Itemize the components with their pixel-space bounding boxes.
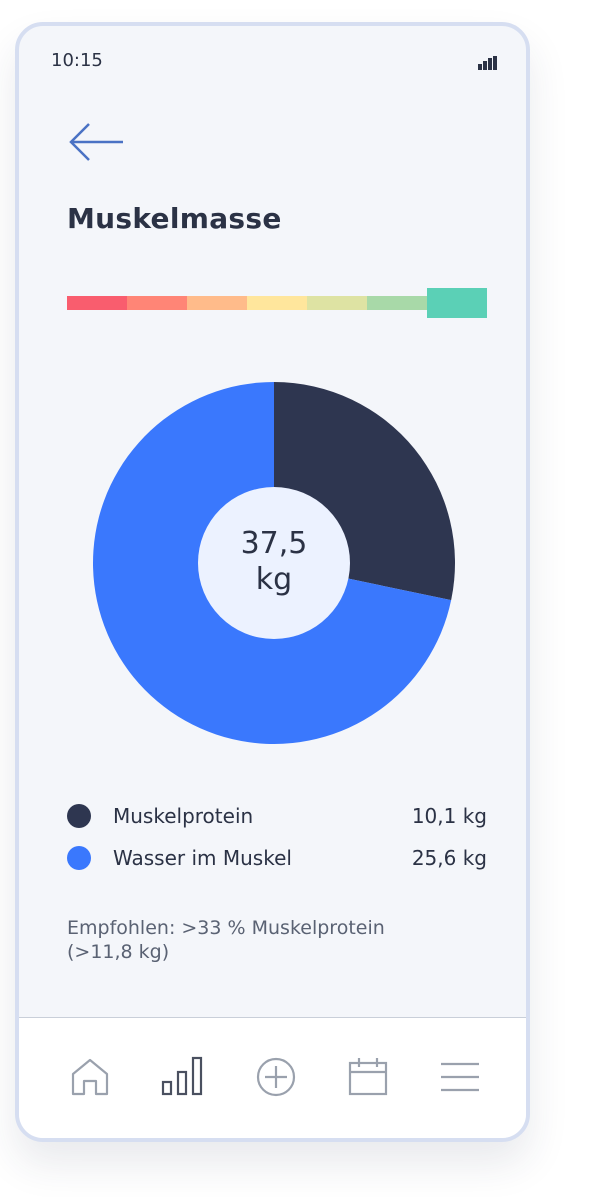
scale-segment-active xyxy=(427,288,487,318)
scale-segment xyxy=(187,296,247,310)
bar-chart-icon[interactable] xyxy=(159,1054,205,1100)
legend-value: 10,1 kg xyxy=(411,804,487,828)
legend-dot-water xyxy=(67,846,91,870)
scale-segment xyxy=(127,296,187,310)
home-icon[interactable] xyxy=(67,1054,113,1100)
plus-circle-icon[interactable] xyxy=(253,1054,299,1100)
legend-label: Muskelprotein xyxy=(113,804,254,828)
calendar-icon[interactable] xyxy=(345,1054,391,1100)
scale-segment xyxy=(307,296,367,310)
status-time: 10:15 xyxy=(51,50,103,71)
scale-segment xyxy=(67,296,127,310)
legend-row-protein: Muskelprotein 10,1 kg xyxy=(67,802,487,832)
muscle-donut-chart xyxy=(93,382,455,744)
page-title: Muskelmasse xyxy=(67,202,282,235)
signal-icon xyxy=(478,56,497,70)
bottom-tab-bar xyxy=(19,1017,526,1138)
recommendation-note: Empfohlen: >33 % Muskelprotein (>11,8 kg… xyxy=(67,917,385,963)
legend-value: 25,6 kg xyxy=(411,846,487,870)
legend-dot-protein xyxy=(67,804,91,828)
donut-hole xyxy=(198,487,350,639)
phone-frame: 10:15 Muskelmasse 37,5 kg Muskelprotein … xyxy=(15,22,530,1142)
rating-scale-bar xyxy=(67,288,487,320)
legend-label: Wasser im Muskel xyxy=(113,846,292,870)
scale-segment xyxy=(367,296,427,310)
back-arrow-icon[interactable] xyxy=(67,122,127,162)
legend-row-water: Wasser im Muskel 25,6 kg xyxy=(67,844,487,874)
donut-center-unit: kg xyxy=(255,562,293,597)
donut-center-number: 37,5 xyxy=(240,526,308,561)
donut-center-value: 37,5 kg xyxy=(199,526,349,598)
menu-icon[interactable] xyxy=(437,1054,483,1100)
scale-segment xyxy=(247,296,307,310)
